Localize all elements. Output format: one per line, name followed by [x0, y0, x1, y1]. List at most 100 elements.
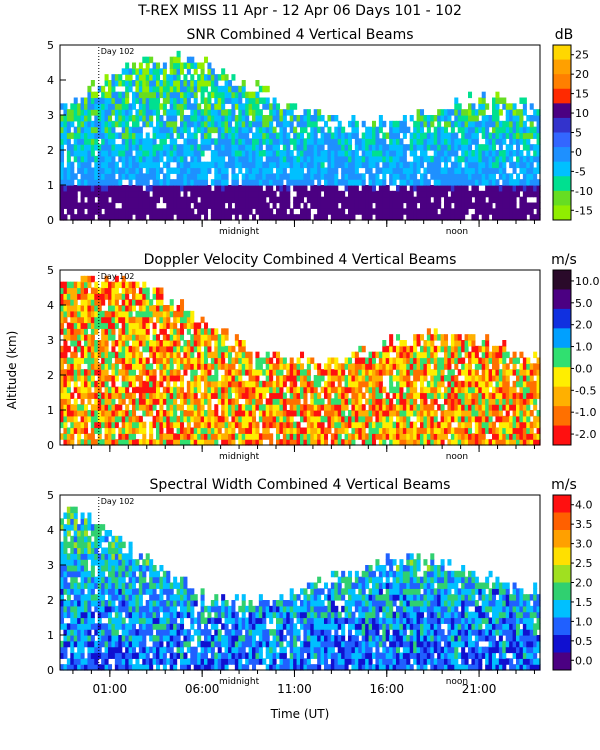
heatmap-cell	[440, 421, 445, 429]
heatmap-cell	[104, 351, 109, 359]
heatmap-cell	[63, 439, 68, 446]
heatmap-cell	[80, 334, 85, 341]
heatmap-cell	[152, 287, 157, 294]
heatmap-cell	[228, 185, 233, 192]
heatmap-cell	[444, 185, 449, 192]
heatmap-cell	[485, 185, 490, 192]
heatmap-cell	[77, 150, 82, 157]
heatmap-cell	[258, 132, 263, 139]
heatmap-cell	[399, 196, 404, 204]
heatmap-cell	[368, 398, 373, 405]
heatmap-cell	[399, 375, 404, 382]
heatmap-cell	[142, 334, 147, 341]
heatmap-cell	[111, 179, 116, 186]
heatmap-cell	[471, 404, 476, 411]
heatmap-cell	[492, 196, 497, 204]
heatmap-cell	[97, 126, 102, 134]
heatmap-cell	[145, 316, 150, 324]
heatmap-cell	[276, 357, 281, 364]
heatmap-cell	[73, 345, 78, 353]
heatmap-cell	[348, 167, 353, 174]
heatmap-cell	[108, 410, 113, 417]
heatmap-cell	[152, 167, 157, 174]
heatmap-cell	[252, 427, 257, 434]
heatmap-cell	[474, 161, 479, 169]
heatmap-cell	[159, 357, 164, 364]
heatmap-cell	[159, 398, 164, 405]
heatmap-cell	[77, 185, 82, 192]
heatmap-cell	[132, 392, 137, 399]
heatmap-cell	[173, 433, 178, 440]
heatmap-cell	[310, 179, 315, 186]
heatmap-cell	[252, 380, 257, 388]
heatmap-cell	[279, 115, 284, 122]
heatmap-cell	[416, 439, 421, 446]
heatmap-cell	[348, 369, 353, 376]
heatmap-cell	[207, 369, 212, 376]
heatmap-cell	[248, 439, 253, 446]
heatmap-cell	[101, 375, 106, 382]
heatmap-cell	[176, 103, 181, 110]
heatmap-cell	[70, 421, 75, 429]
heatmap-cell	[375, 398, 380, 405]
heatmap-cell	[169, 398, 174, 405]
heatmap-cell	[166, 369, 171, 376]
heatmap-cell	[378, 410, 383, 417]
heatmap-cell	[234, 97, 239, 104]
heatmap-cell	[289, 421, 294, 429]
heatmap-cell	[420, 208, 425, 215]
heatmap-cell	[426, 196, 431, 204]
heatmap-cell	[426, 214, 431, 221]
heatmap-cell	[351, 126, 356, 134]
heatmap-cell	[200, 74, 205, 81]
heatmap-cell	[461, 345, 466, 353]
heatmap-cell	[80, 109, 85, 116]
heatmap-cell	[73, 369, 78, 376]
heatmap-cell	[200, 144, 205, 151]
heatmap-cell	[224, 138, 229, 145]
heatmap-cell	[101, 120, 106, 128]
heatmap-cell	[516, 150, 521, 157]
heatmap-cell	[224, 120, 229, 128]
heatmap-cell	[457, 190, 462, 198]
heatmap-cell	[87, 439, 92, 446]
heatmap-cell	[265, 120, 270, 128]
heatmap-cell	[265, 150, 270, 157]
heatmap-cell	[265, 410, 270, 417]
heatmap-cell	[450, 138, 455, 145]
heatmap-cell	[492, 103, 497, 110]
heatmap-cell	[399, 363, 404, 370]
heatmap-cell	[145, 179, 150, 186]
heatmap-cell	[204, 421, 209, 429]
heatmap-cell	[245, 196, 250, 204]
heatmap-cell	[440, 115, 445, 122]
heatmap-cell	[114, 80, 119, 87]
heatmap-cell	[372, 185, 377, 192]
heatmap-cell	[382, 179, 387, 186]
heatmap-cell	[457, 392, 462, 399]
heatmap-cell	[238, 161, 243, 169]
heatmap-cell	[121, 190, 126, 198]
heatmap-cell	[495, 161, 500, 169]
heatmap-cell	[214, 328, 219, 335]
heatmap-cell	[361, 144, 366, 151]
heatmap-cell	[258, 196, 263, 204]
heatmap-cell	[468, 357, 473, 364]
heatmap-cell	[224, 386, 229, 394]
heatmap-cell	[138, 62, 143, 69]
heatmap-cell	[145, 208, 150, 215]
heatmap-cell	[498, 185, 503, 192]
heatmap-cell	[258, 392, 263, 399]
heatmap-cell	[200, 316, 205, 324]
heatmap-cell	[84, 281, 89, 289]
heatmap-cell	[351, 202, 356, 209]
heatmap-cell	[474, 144, 479, 151]
heatmap-cell	[77, 293, 82, 300]
heatmap-cell	[156, 196, 161, 204]
heatmap-cell	[450, 340, 455, 347]
heatmap-cell	[149, 202, 154, 209]
heatmap-cell	[60, 132, 65, 139]
heatmap-cell	[231, 150, 236, 157]
heatmap-cell	[413, 214, 418, 221]
heatmap-cell	[430, 386, 435, 394]
